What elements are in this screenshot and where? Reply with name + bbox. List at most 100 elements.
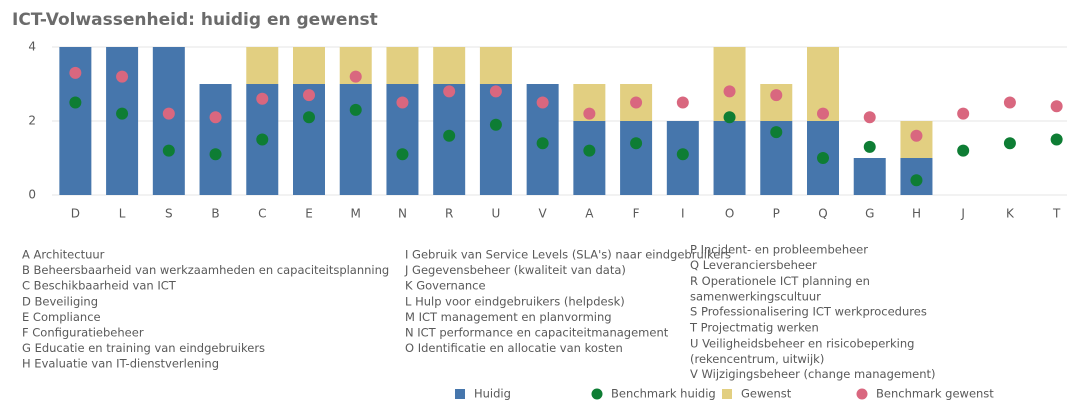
bar xyxy=(433,47,466,84)
bar xyxy=(479,84,512,195)
benchmark-dot xyxy=(349,103,362,116)
x-tick-label: S xyxy=(165,207,173,221)
benchmark-dot xyxy=(1003,96,1016,109)
x-tick-label: J xyxy=(960,207,965,221)
benchmark-dot xyxy=(396,96,409,109)
chart-title: ICT-Volwassenheid: huidig en gewenst xyxy=(12,10,378,30)
bar xyxy=(713,121,746,195)
legend-swatch xyxy=(591,388,603,400)
benchmark-dot xyxy=(256,133,269,146)
benchmark-dot xyxy=(1050,133,1063,146)
x-tick-label: F xyxy=(633,207,640,221)
benchmark-dot xyxy=(536,137,549,150)
benchmark-dot xyxy=(443,129,456,142)
x-tick-label: T xyxy=(1052,207,1061,221)
benchmark-dot xyxy=(489,118,502,131)
legend-swatch xyxy=(856,388,868,400)
x-tick-label: Q xyxy=(818,207,827,221)
key-text: T Projectmatig werken xyxy=(689,320,819,334)
benchmark-dot xyxy=(396,148,409,161)
x-tick-label: C xyxy=(258,207,266,221)
benchmark-dot xyxy=(489,85,502,98)
benchmark-dot xyxy=(957,107,970,120)
key-text: S Professionalisering ICT werkprocedures xyxy=(690,305,927,319)
key-text: M ICT management en planvorming xyxy=(405,310,612,324)
benchmark-dot xyxy=(349,70,362,83)
bar xyxy=(386,47,419,84)
benchmark-dot xyxy=(676,148,689,161)
bar xyxy=(620,121,653,195)
legend-label: Benchmark gewenst xyxy=(876,387,994,401)
benchmark-dot xyxy=(209,148,222,161)
bar xyxy=(246,47,279,84)
benchmark-dot xyxy=(69,96,82,109)
legend-label: Benchmark huidig xyxy=(611,387,716,401)
benchmark-dot xyxy=(770,126,783,139)
benchmark-dot xyxy=(583,107,596,120)
bar xyxy=(106,47,139,195)
benchmark-dot xyxy=(630,96,643,109)
key-text: I Gebruik van Service Levels (SLA's) naa… xyxy=(405,248,731,262)
x-tick-label: E xyxy=(305,207,313,221)
key-text: C Beschikbaarheid van ICT xyxy=(22,279,177,293)
bar xyxy=(853,158,886,195)
x-tick-label: L xyxy=(119,207,126,221)
legend-label: Huidig xyxy=(474,387,511,401)
key-text: R Operationele ICT planning en samenwerki… xyxy=(690,274,870,304)
key-text: A Architectuur xyxy=(22,248,105,262)
benchmark-dot xyxy=(583,144,596,157)
x-tick-label: P xyxy=(773,207,780,221)
key-text: H Evaluatie van IT-dienstverlening xyxy=(22,357,219,371)
key-text: L Hulp voor eindgebruikers (helpdesk) xyxy=(405,294,625,308)
y-tick-label: 4 xyxy=(28,40,36,54)
bar xyxy=(573,121,606,195)
x-tick-label: I xyxy=(681,207,685,221)
benchmark-dot xyxy=(630,137,643,150)
x-tick-label: G xyxy=(865,207,874,221)
legend-swatch xyxy=(722,389,732,399)
key-text: U Veiligheidsbeheer en risicobeperking (r… xyxy=(690,336,914,366)
bar xyxy=(293,84,325,195)
key-text: J Gegevensbeheer (kwaliteit van data) xyxy=(404,263,626,277)
benchmark-dot xyxy=(116,107,129,120)
benchmark-dot xyxy=(116,70,129,83)
key-text: F Configuratiebeheer xyxy=(22,326,144,340)
benchmark-dot xyxy=(863,140,876,153)
bar xyxy=(713,47,746,121)
y-tick-label: 2 xyxy=(28,114,36,128)
x-tick-label: U xyxy=(492,207,501,221)
benchmark-dot xyxy=(1050,100,1063,113)
benchmark-dot xyxy=(162,107,175,120)
benchmark-dot xyxy=(303,111,315,124)
x-tick-label: N xyxy=(398,207,407,221)
x-tick-label: M xyxy=(351,207,361,221)
benchmark-dot xyxy=(1003,137,1016,150)
key-text: N ICT performance en capaciteitmanagemen… xyxy=(405,326,669,340)
key-text: K Governance xyxy=(405,279,486,293)
legend-label: Gewenst xyxy=(741,387,792,401)
key-text: G Educatie en training van eindgebruiker… xyxy=(22,341,265,355)
benchmark-dot xyxy=(723,85,736,98)
x-tick-label: K xyxy=(1006,207,1015,221)
bar xyxy=(199,84,232,195)
benchmark-dot xyxy=(69,66,82,79)
bar xyxy=(152,47,185,195)
benchmark-dot xyxy=(910,129,923,142)
bar xyxy=(293,47,325,84)
x-tick-label: V xyxy=(539,207,548,221)
benchmark-dot xyxy=(817,152,829,164)
key-text: V Wijzigingsbeheer (change management) xyxy=(690,367,936,381)
key-text: D Beveiliging xyxy=(22,294,98,308)
benchmark-dot xyxy=(910,174,923,187)
x-tick-label: H xyxy=(912,207,921,221)
key-text: B Beheersbaarheid van werkzaamheden en c… xyxy=(22,263,389,277)
key-text: Q Leveranciersbeheer xyxy=(690,258,817,272)
benchmark-dot xyxy=(256,92,269,105)
benchmark-dot xyxy=(303,89,315,102)
benchmark-dot xyxy=(676,96,689,109)
benchmark-dot xyxy=(723,111,736,124)
x-tick-label: A xyxy=(585,207,594,221)
key-text: E Compliance xyxy=(22,310,101,324)
benchmark-dot xyxy=(863,111,876,124)
